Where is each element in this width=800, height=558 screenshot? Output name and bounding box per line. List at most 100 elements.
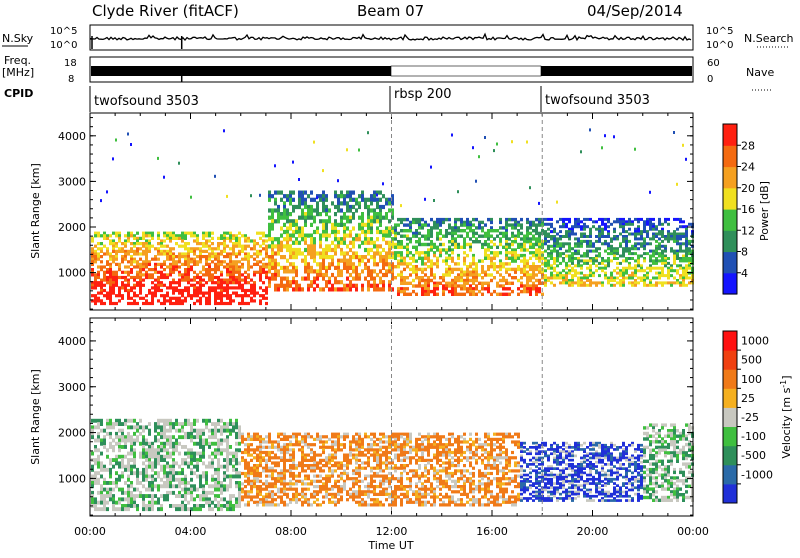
power-cell xyxy=(310,208,313,212)
power-cell xyxy=(436,226,439,229)
velocity-cell xyxy=(274,446,277,449)
power-cell xyxy=(478,290,481,293)
power-cell xyxy=(250,292,253,295)
power-cell xyxy=(214,175,216,178)
velocity-cell xyxy=(94,419,97,423)
power-cell xyxy=(367,216,370,220)
power-cell xyxy=(139,292,142,295)
power-cell xyxy=(547,218,550,221)
power-cell xyxy=(568,220,571,223)
power-cell xyxy=(310,241,313,245)
power-cell xyxy=(325,269,328,273)
power-cell xyxy=(370,201,373,205)
power-cell xyxy=(205,281,208,284)
power-cell xyxy=(463,287,466,290)
power-cell xyxy=(481,235,484,238)
power-cell xyxy=(445,235,448,238)
power-cell xyxy=(130,143,132,146)
velocity-cell xyxy=(190,497,193,501)
velocity-cell xyxy=(226,475,229,479)
power-cell xyxy=(211,242,214,245)
beam-title: Beam 07 xyxy=(357,2,424,20)
power-cell xyxy=(373,255,376,259)
power-cell xyxy=(580,267,583,270)
power-cell xyxy=(538,202,540,205)
power-cell xyxy=(316,230,319,234)
velocity-cell xyxy=(319,454,322,457)
power-cell xyxy=(256,263,259,266)
power-cell xyxy=(661,262,664,265)
power-cell xyxy=(682,144,684,147)
power-cell xyxy=(277,241,280,245)
power-cell xyxy=(508,237,511,240)
power-cell xyxy=(310,216,313,220)
velocity-cell xyxy=(130,458,133,462)
power-cell xyxy=(334,251,337,255)
power-cell xyxy=(490,279,493,282)
power-cell xyxy=(103,289,106,292)
power-cell xyxy=(532,276,535,279)
power-cell xyxy=(559,230,562,233)
velocity-cell xyxy=(244,467,247,470)
velocity-cell xyxy=(298,498,301,501)
power-cell xyxy=(343,259,346,263)
power-cell xyxy=(127,265,130,268)
power-cell xyxy=(595,250,598,253)
power-cell xyxy=(655,267,658,270)
power-cell xyxy=(397,265,400,268)
power-cell xyxy=(676,264,679,267)
power-cell xyxy=(604,267,607,270)
velocity-cell xyxy=(214,504,217,508)
power-cell xyxy=(160,289,163,292)
power-cell xyxy=(550,257,553,260)
power-cell xyxy=(355,237,358,241)
velocity-cell xyxy=(142,484,145,488)
power-cell xyxy=(202,237,205,240)
power-cell xyxy=(466,235,469,238)
power-cell xyxy=(496,143,498,146)
power-cell xyxy=(484,235,487,238)
power-cell xyxy=(235,271,238,274)
power-cell xyxy=(124,289,127,292)
power-cell xyxy=(343,255,346,259)
power-cell xyxy=(388,230,391,234)
power-cell xyxy=(352,205,355,209)
power-cell xyxy=(349,194,352,198)
velocity-cell xyxy=(304,464,307,467)
power-cell xyxy=(142,302,145,305)
power-cell xyxy=(658,281,661,284)
power-cell xyxy=(184,237,187,240)
power-cell xyxy=(250,299,253,302)
power-cell xyxy=(268,255,271,259)
velocity-cell xyxy=(256,459,259,462)
nave-label: Nave xyxy=(746,66,774,79)
velocity-cell xyxy=(325,446,328,449)
velocity-cell xyxy=(280,459,283,462)
power-cell xyxy=(658,233,661,236)
power-cell xyxy=(91,294,94,297)
velocity-cell xyxy=(322,459,325,462)
velocity-cell xyxy=(172,425,175,429)
velocity-cell xyxy=(187,435,190,439)
power-cell xyxy=(565,218,568,221)
velocity-cell xyxy=(340,448,343,451)
velocity-cell xyxy=(193,422,196,426)
power-cell xyxy=(193,239,196,242)
velocity-cell xyxy=(133,471,136,475)
power-cell xyxy=(259,260,262,263)
power-cell xyxy=(382,259,385,263)
power-cell xyxy=(307,208,310,212)
power-cell xyxy=(151,302,154,305)
power-cell xyxy=(211,289,214,292)
power-cell xyxy=(358,205,361,209)
velocity-cell xyxy=(214,455,217,459)
velocity-cell xyxy=(232,468,235,472)
velocity-cell xyxy=(274,503,277,506)
power-cell xyxy=(433,254,436,257)
power-cell xyxy=(325,223,328,227)
power-cell xyxy=(256,292,259,295)
power-cell xyxy=(154,258,157,261)
velocity-cell xyxy=(250,448,253,451)
power-cell xyxy=(346,287,349,291)
velocity-cell xyxy=(199,484,202,488)
